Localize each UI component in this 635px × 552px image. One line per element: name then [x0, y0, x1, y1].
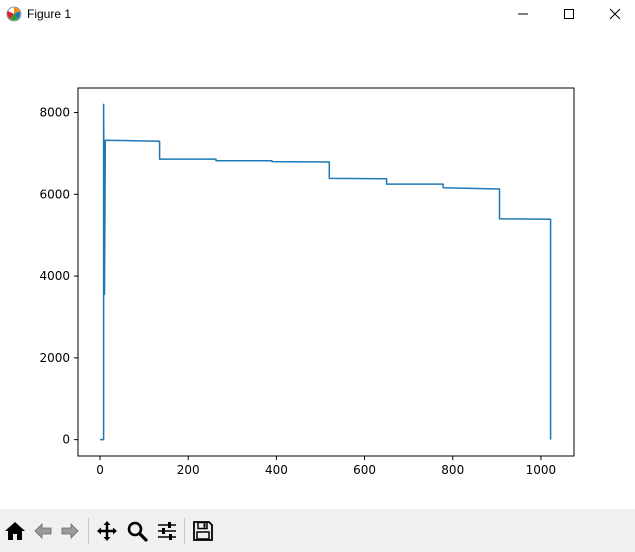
close-icon	[609, 8, 621, 20]
x-tick-label: 800	[441, 463, 464, 477]
y-tick-label: 8000	[39, 106, 70, 120]
title-bar: Figure 1	[0, 0, 635, 28]
axes-frame	[77, 87, 575, 457]
save-icon	[193, 521, 213, 541]
x-axis: 0 200 400 600 800 1000	[96, 456, 556, 477]
close-button[interactable]	[592, 0, 635, 28]
x-tick-label: 200	[177, 463, 200, 477]
forward-icon	[61, 523, 79, 539]
minimize-icon	[518, 13, 528, 15]
x-tick-label: 1000	[526, 463, 557, 477]
pan-button[interactable]	[94, 518, 120, 544]
forward-button[interactable]	[57, 518, 83, 544]
line-chart: 0 200 400 600 800 1000 0 2000 4000 6000 8000	[39, 87, 575, 477]
toolbar-separator	[88, 518, 89, 544]
minimize-button[interactable]	[500, 0, 546, 28]
save-button[interactable]	[190, 518, 216, 544]
figure-canvas[interactable]: 0 200 400 600 800 1000 0 2000 4000 6000 8000	[0, 28, 635, 509]
y-tick-label: 0	[62, 433, 70, 447]
back-button[interactable]	[30, 518, 56, 544]
home-icon	[5, 522, 25, 540]
x-tick-label: 400	[265, 463, 288, 477]
navigation-toolbar	[0, 509, 635, 552]
matplotlib-icon	[6, 6, 22, 22]
zoom-icon	[127, 521, 148, 542]
configure-subplots-button[interactable]	[154, 518, 180, 544]
series-line	[100, 103, 552, 441]
x-tick-label: 600	[353, 463, 376, 477]
configure-subplots-icon	[158, 522, 176, 540]
window-title: Figure 1	[27, 7, 72, 21]
maximize-icon	[564, 9, 574, 19]
back-icon	[34, 523, 52, 539]
toolbar-separator	[184, 518, 185, 544]
y-tick-label: 6000	[39, 187, 70, 201]
y-tick-label: 2000	[39, 351, 70, 365]
y-axis: 0 2000 4000 6000 8000	[39, 106, 78, 447]
y-tick-label: 4000	[39, 269, 70, 283]
x-tick-label: 0	[96, 463, 104, 477]
home-button[interactable]	[2, 518, 28, 544]
maximize-button[interactable]	[546, 0, 592, 28]
pan-icon	[97, 521, 117, 541]
zoom-button[interactable]	[124, 518, 150, 544]
